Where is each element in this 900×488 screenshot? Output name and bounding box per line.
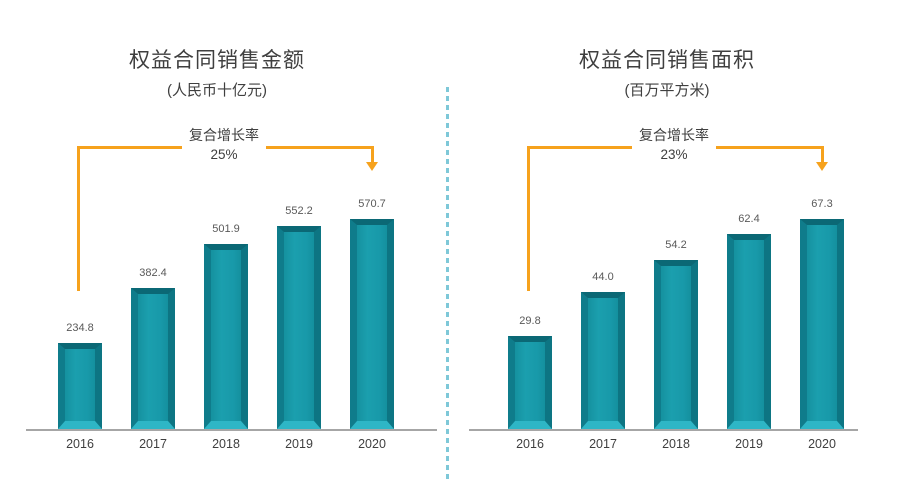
chart-title: 权益合同销售金额 — [129, 49, 305, 72]
x-axis-tick-label: 2018 — [662, 437, 690, 451]
chart-panel-sales-amount: 权益合同销售金额 (人民币十亿元) 复合增长率 25% 234.8 2016 382… — [26, 49, 437, 451]
bar-2020 — [350, 219, 394, 429]
bar-2020 — [800, 219, 844, 429]
x-axis-line — [469, 429, 858, 431]
chart-subtitle: (人民币十亿元) — [167, 82, 267, 99]
bar-2019 — [727, 234, 771, 429]
x-axis-tick-label: 2019 — [285, 437, 313, 451]
bar-2016 — [508, 336, 552, 429]
cagr-label: 复合增长率 — [189, 127, 259, 143]
bar-value-label: 552.2 — [285, 205, 313, 217]
cagr-bracket-right-vertical — [371, 146, 374, 163]
cagr-bracket-left-vertical — [77, 146, 80, 291]
bar-value-label: 44.0 — [592, 271, 614, 283]
cagr-value: 25% — [210, 147, 238, 162]
bar-value-label: 29.8 — [519, 315, 541, 327]
bar-value-label: 54.2 — [665, 239, 687, 251]
bar-value-label: 62.4 — [738, 213, 760, 225]
down-arrow-icon — [366, 162, 378, 171]
x-axis-tick-label: 2020 — [358, 437, 386, 451]
x-axis-tick-label: 2016 — [66, 437, 94, 451]
cagr-value: 23% — [660, 147, 688, 162]
cagr-bracket-right-vertical — [821, 146, 824, 163]
x-axis-tick-label: 2017 — [589, 437, 617, 451]
bar-value-label: 67.3 — [811, 198, 833, 210]
bar-2019 — [277, 226, 321, 429]
bar-value-label: 382.4 — [139, 267, 167, 279]
x-axis-tick-label: 2019 — [735, 437, 763, 451]
bar-2018 — [654, 260, 698, 429]
x-axis-tick-label: 2016 — [516, 437, 544, 451]
plot-area: 29.8 2016 44.0 2017 54.2 2018 62.4 2019 67.3 2020 — [450, 0, 900, 488]
bar-2017 — [131, 288, 175, 429]
bar-value-label: 234.8 — [66, 322, 94, 334]
bar-value-label: 501.9 — [212, 223, 240, 235]
bar-2017 — [581, 292, 625, 429]
chart-subtitle: (百万平方米) — [624, 82, 710, 99]
plot-area: 234.8 2016 382.4 2017 501.9 2018 552.2 2019 570.… — [58, 198, 394, 451]
chart-title: 权益合同销售面积 — [579, 49, 755, 72]
x-axis-line — [26, 429, 437, 431]
x-axis-tick-label: 2018 — [212, 437, 240, 451]
cagr-annotation: 复合增长率 23% — [632, 125, 716, 164]
down-arrow-icon — [816, 162, 828, 171]
dashed-divider — [446, 87, 449, 483]
bar-2016 — [58, 343, 102, 429]
x-axis-tick-label: 2017 — [139, 437, 167, 451]
cagr-annotation: 复合增长率 25% — [182, 125, 266, 164]
cagr-bracket-left-vertical — [527, 146, 530, 291]
chart-panel-sales-area: 权益合同销售面积 (百万平方米) 复合增长率 23% 29.8 2016 44.0 2… — [450, 0, 900, 488]
cagr-label: 复合增长率 — [639, 127, 709, 143]
bar-value-label: 570.7 — [358, 198, 386, 210]
x-axis-tick-label: 2020 — [808, 437, 836, 451]
bar-2018 — [204, 244, 248, 429]
